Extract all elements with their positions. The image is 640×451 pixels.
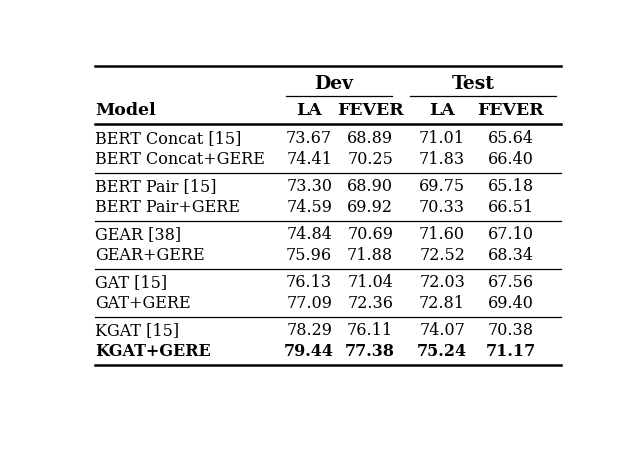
Text: BERT Concat+GERE: BERT Concat+GERE [95,151,265,168]
Text: 75.96: 75.96 [286,247,332,264]
Text: 77.09: 77.09 [286,295,332,312]
Text: FEVER: FEVER [337,102,403,119]
Text: 67.56: 67.56 [488,274,534,291]
Text: 78.29: 78.29 [286,322,332,339]
Text: GAT [15]: GAT [15] [95,274,167,291]
Text: 69.40: 69.40 [488,295,534,312]
Text: 65.64: 65.64 [488,130,534,147]
Text: LA: LA [296,102,322,119]
Text: Test: Test [452,74,495,92]
Text: 72.52: 72.52 [419,247,465,264]
Text: GAT+GERE: GAT+GERE [95,295,191,312]
Text: 71.83: 71.83 [419,151,465,168]
Text: BERT Concat [15]: BERT Concat [15] [95,130,241,147]
Text: 70.69: 70.69 [347,226,393,243]
Text: BERT Pair+GERE: BERT Pair+GERE [95,199,240,216]
Text: 71.01: 71.01 [419,130,465,147]
Text: 71.17: 71.17 [485,343,536,360]
Text: 72.81: 72.81 [419,295,465,312]
Text: 69.75: 69.75 [419,178,465,195]
Text: LA: LA [429,102,455,119]
Text: 72.36: 72.36 [347,295,393,312]
Text: GEAR [38]: GEAR [38] [95,226,181,243]
Text: 68.89: 68.89 [347,130,393,147]
Text: KGAT+GERE: KGAT+GERE [95,343,211,360]
Text: 74.84: 74.84 [286,226,332,243]
Text: 71.04: 71.04 [348,274,393,291]
Text: FEVER: FEVER [477,102,544,119]
Text: GEAR+GERE: GEAR+GERE [95,247,205,264]
Text: 65.18: 65.18 [488,178,534,195]
Text: 71.60: 71.60 [419,226,465,243]
Text: 77.38: 77.38 [345,343,395,360]
Text: 76.11: 76.11 [347,322,393,339]
Text: 70.25: 70.25 [348,151,393,168]
Text: Model: Model [95,102,156,119]
Text: 70.38: 70.38 [488,322,534,339]
Text: 76.13: 76.13 [286,274,332,291]
Text: Dev: Dev [314,74,353,92]
Text: 70.33: 70.33 [419,199,465,216]
Text: KGAT [15]: KGAT [15] [95,322,179,339]
Text: 79.44: 79.44 [284,343,334,360]
Text: 66.51: 66.51 [488,199,534,216]
Text: 74.07: 74.07 [419,322,465,339]
Text: 66.40: 66.40 [488,151,534,168]
Text: 74.41: 74.41 [286,151,332,168]
Text: 75.24: 75.24 [417,343,467,360]
Text: BERT Pair [15]: BERT Pair [15] [95,178,216,195]
Text: 72.03: 72.03 [419,274,465,291]
Text: 71.88: 71.88 [347,247,393,264]
Text: 74.59: 74.59 [286,199,332,216]
Text: 68.34: 68.34 [488,247,534,264]
Text: 67.10: 67.10 [488,226,534,243]
Text: 69.92: 69.92 [347,199,393,216]
Text: 73.67: 73.67 [286,130,332,147]
Text: 68.90: 68.90 [347,178,393,195]
Text: 73.30: 73.30 [286,178,332,195]
